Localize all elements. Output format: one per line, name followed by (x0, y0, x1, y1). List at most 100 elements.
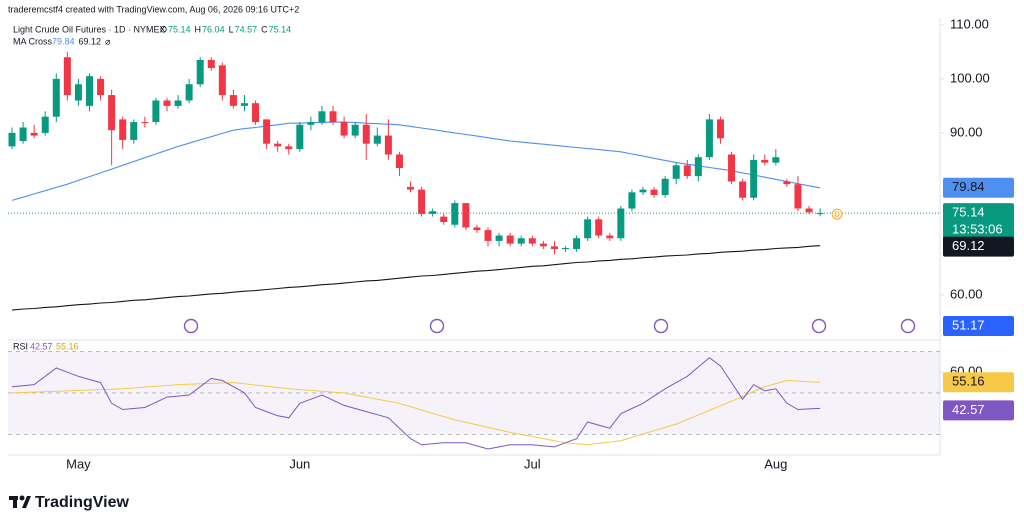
candle-body (130, 122, 138, 140)
candle-body (462, 203, 470, 228)
price-badge (943, 177, 1014, 198)
candle-body (451, 203, 459, 225)
candle-body (163, 100, 171, 106)
rsi-legend-value: 55.16 (56, 341, 79, 351)
candle-body (783, 181, 791, 185)
candle-body (30, 132, 38, 136)
logo-part (22, 496, 31, 508)
ma-line (11, 245, 821, 311)
candle-body (318, 111, 326, 123)
candle-body (229, 95, 237, 106)
legend-value: 75.14 (269, 24, 292, 34)
candle-body (196, 59, 204, 85)
candle-body (761, 159, 769, 163)
candle-body (772, 157, 780, 163)
event-icon (653, 318, 669, 334)
candle-body (705, 119, 713, 158)
candle-body (373, 135, 381, 144)
candle-body (152, 100, 160, 123)
candle-body (185, 84, 193, 101)
y-tick-label: 100.00 (950, 70, 990, 85)
candle-body (52, 78, 60, 117)
legend-value: 69.12 (79, 36, 102, 46)
candle-body (274, 143, 282, 147)
header: traderemcstf4 created with TradingView.c… (8, 4, 299, 14)
legend-icon: ⌀ (105, 36, 111, 46)
candle-body (440, 216, 448, 223)
event-icon (811, 318, 827, 334)
price-badge-label: 79.84 (952, 179, 985, 194)
candle-body (395, 154, 403, 168)
chart-title: Light Crude Oil Futures · 1D · NYMEX (13, 24, 166, 34)
candle-body (617, 208, 625, 239)
candle-body (119, 119, 127, 140)
countdown: 13:53:06 (952, 222, 1003, 237)
candle-body (8, 132, 16, 147)
candle-body (329, 111, 337, 123)
price-badge (943, 236, 1014, 257)
candle-body (539, 243, 547, 247)
price-badge-label: 42.57 (952, 402, 985, 417)
legend-value: 79.84 (52, 36, 75, 46)
legend-prefix: H (195, 24, 202, 34)
price-badge-label: 69.12 (952, 238, 985, 253)
x-tick-label: Aug (764, 456, 787, 471)
marker: D (835, 212, 840, 219)
y-tick-label: 90.00 (950, 124, 983, 139)
candle-body (517, 238, 525, 244)
candle-body (661, 178, 669, 196)
indicator-name: MA Cross (13, 36, 53, 46)
candle-body (816, 213, 824, 215)
candle-body (805, 208, 813, 213)
candle-body (41, 116, 49, 133)
candle-body (584, 219, 592, 239)
candle-body (473, 227, 481, 231)
candle-body (207, 59, 215, 69)
y-tick-label: 60.00 (950, 286, 983, 301)
candle-body (794, 184, 802, 209)
candle-body (506, 235, 514, 244)
x-tick-label: Jul (524, 456, 541, 471)
candle-body (407, 186, 415, 190)
candle-body (573, 238, 581, 250)
y-tick-label: 110.00 (950, 16, 989, 31)
price-badge (943, 203, 1014, 242)
candle-body (606, 235, 614, 239)
candle-body (97, 78, 105, 96)
logo-part (13, 496, 17, 508)
logo-part (19, 495, 25, 501)
candle-body (550, 246, 558, 250)
legend-prefix: O (160, 24, 167, 34)
candle-body (384, 135, 392, 155)
marker-dot (831, 208, 843, 220)
candle-body (418, 189, 426, 214)
rsi-line (11, 357, 821, 450)
candle-body (672, 165, 680, 179)
candle-body (85, 76, 93, 106)
candle-body (362, 124, 370, 144)
candle-body (628, 192, 636, 209)
candle-body (218, 65, 226, 96)
candle-body (562, 247, 569, 250)
candle-body (296, 124, 304, 150)
candle-body (240, 103, 248, 106)
event-icon (900, 318, 916, 334)
candle-body (728, 154, 736, 182)
legend-prefix: L (229, 24, 234, 34)
price-badge-label: 55.16 (952, 374, 985, 389)
event-icon (429, 318, 445, 334)
legend-value: 76.04 (202, 24, 225, 34)
candle-body (528, 238, 536, 244)
rsi-name: RSI (13, 341, 28, 351)
candle-body (595, 219, 603, 236)
candle-body (716, 119, 724, 139)
candle-body (429, 211, 437, 214)
candle-body (285, 146, 293, 150)
candle-body (174, 100, 182, 106)
price-badge (943, 372, 1014, 393)
candle-body (263, 119, 271, 144)
logo-icon (9, 495, 31, 508)
price-badge (943, 400, 1014, 421)
